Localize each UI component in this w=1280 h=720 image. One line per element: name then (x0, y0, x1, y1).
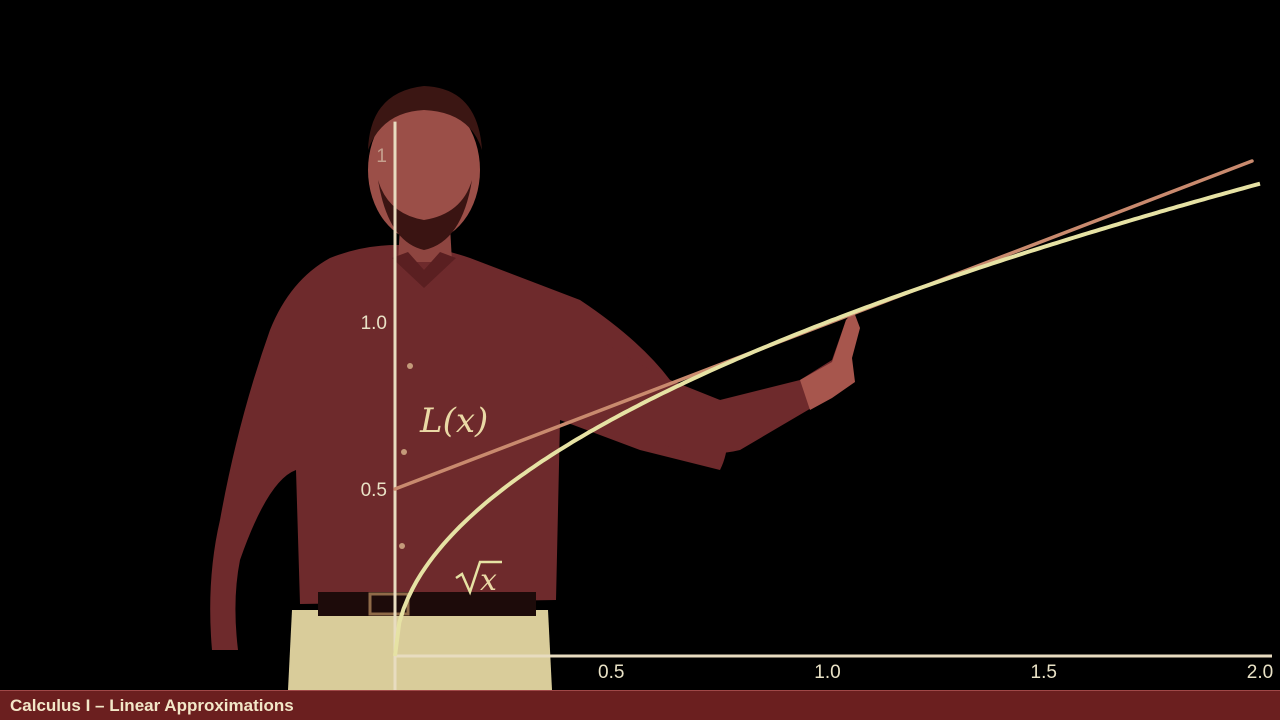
x-tick-label: 1.5 (1031, 662, 1057, 683)
lecture-title-bar: Calculus I – Linear Approximations (0, 690, 1280, 720)
lecturer-hair (368, 86, 482, 150)
lecturer-belt (318, 592, 536, 616)
x-tick-label: 2.0 (1247, 662, 1273, 683)
lecturer-shirt (210, 245, 728, 650)
lecturer-beard (378, 180, 472, 250)
y-tick-label: 1.0 (361, 313, 387, 334)
sqrt-label: x (455, 560, 502, 598)
lecturer-pants (288, 610, 552, 690)
tick-labels: 0.5 1.0 1.5 2.0 0.5 1.0 1 (361, 146, 1274, 683)
plot-series (393, 159, 1261, 657)
sqrt-curve (393, 181, 1261, 657)
x-tick-label: 0.5 (598, 662, 624, 683)
sqrt-label-x: x (480, 563, 497, 598)
x-tick-label: 1.0 (814, 662, 840, 683)
radical-sign (455, 560, 502, 596)
lecture-title: Calculus I – Linear Approximations (10, 696, 294, 715)
lecturer-arm (600, 312, 858, 454)
tangent-label: L(x) (419, 401, 488, 441)
curve-labels: L(x) x (419, 401, 502, 598)
y-tick-label: 0.5 (361, 480, 387, 501)
plot-axes (393, 121, 1272, 690)
y-tick-label-top: 1 (376, 146, 387, 167)
lecturer-belt-buckle (368, 592, 410, 616)
lecturer-hand (800, 312, 860, 410)
